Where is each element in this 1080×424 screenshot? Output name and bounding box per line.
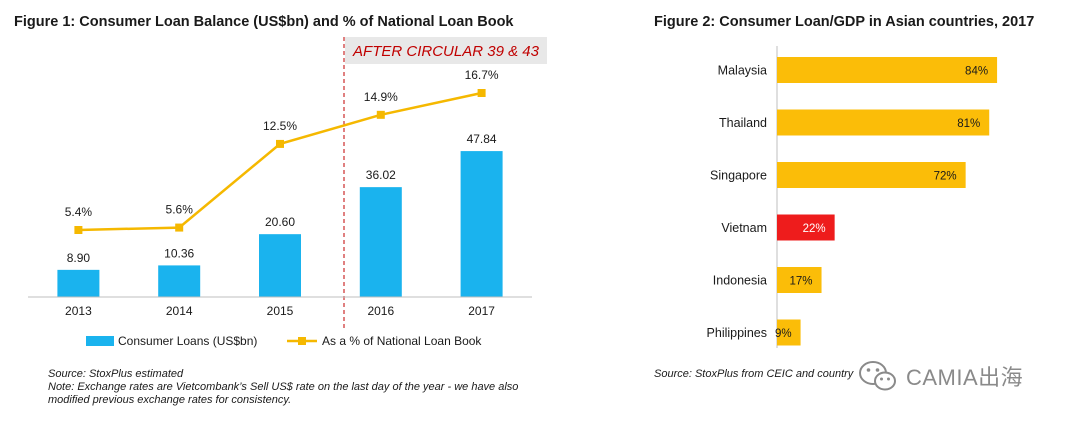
value-label-philippines: 9% [775,328,792,340]
bar-vietnam [777,214,835,241]
line-value-label-2013: 5.4% [65,205,93,219]
bar-2015 [259,234,301,297]
legend-line-marker [298,337,306,345]
value-label-thailand: 81% [957,118,980,130]
figure1-note: Note: Exchange rates are Vietcombank’s S… [48,381,519,393]
legend-bar-label: Consumer Loans (US$bn) [118,334,257,348]
line-value-label-2016: 14.9% [364,90,398,104]
figure1-chart: AFTER CIRCULAR 39 & 43 8.90 5.4% 10.36 5.6%… [28,37,547,348]
figure1-title: Figure 1: Consumer Loan Balance (US$bn) … [14,14,514,30]
value-label-vietnam: 22% [803,223,826,235]
line-value-label-2017: 16.7% [465,68,499,82]
figure2-title: Figure 2: Consumer Loan/GDP in Asian cou… [654,14,1035,30]
line-marker-2015 [276,139,284,148]
bar-value-label-2017: 47.84 [467,132,497,146]
value-label-malaysia: 84% [965,66,988,78]
category-label-singapore: Singapore [710,169,767,183]
percent-line [78,91,482,232]
bar-2013 [57,269,100,297]
x-tick-label-2013: 2013 [65,304,92,318]
category-label-philippines: Philippines [707,326,767,340]
bar-singapore [777,162,966,188]
x-tick-label-2017: 2017 [468,304,495,318]
bar-indonesia [777,267,822,293]
figure1-note-continued: modified previous exchange rates for con… [48,394,292,406]
legend-line-label: As a % of National Loan Book [322,334,482,348]
wechat-icon [859,361,896,391]
figure2-source: Source: StoxPlus from CEIC and country [654,368,854,380]
bar-value-label-2013: 8.90 [67,251,91,265]
watermark-text: CAMIA出海 [906,365,1024,390]
x-tick-label-2014: 2014 [166,304,193,318]
annotation-box [345,37,547,64]
annotation-text: AFTER CIRCULAR 39 & 43 [352,43,540,60]
bar-value-label-2015: 20.60 [265,215,295,229]
bar-2014 [158,265,201,297]
bar-2017 [460,151,503,297]
bar-value-label-2016: 36.02 [366,168,396,182]
category-label-thailand: Thailand [719,116,767,130]
x-tick-label-2015: 2015 [267,304,294,318]
line-value-label-2015: 12.5% [263,119,297,133]
line-marker-2017 [477,89,486,97]
value-label-indonesia: 17% [790,276,813,288]
bar-philippines [777,319,801,346]
value-label-singapore: 72% [934,171,957,183]
line-value-label-2014: 5.6% [166,203,194,217]
figure1-source: Source: StoxPlus estimated [48,368,184,380]
bar-value-label-2014: 10.36 [164,246,194,260]
line-marker-2013 [74,226,83,234]
line-marker-2016 [376,110,385,119]
category-label-malaysia: Malaysia [718,64,767,78]
watermark: CAMIA出海 [858,358,1023,394]
bar-2016 [359,187,402,297]
legend: Consumer Loans (US$bn) As a % of Nationa… [86,334,482,348]
category-label-indonesia: Indonesia [713,274,767,288]
category-label-vietnam: Vietnam [721,221,767,235]
x-tick-label-2016: 2016 [367,304,394,318]
bar-thailand [777,109,990,136]
line-marker-2014 [175,223,184,232]
legend-bar-swatch [86,336,114,346]
figure2-chart: Malaysia 84% Thailand 81% Singapore 72% Vietna… [707,46,998,348]
bar-malaysia [777,57,998,83]
